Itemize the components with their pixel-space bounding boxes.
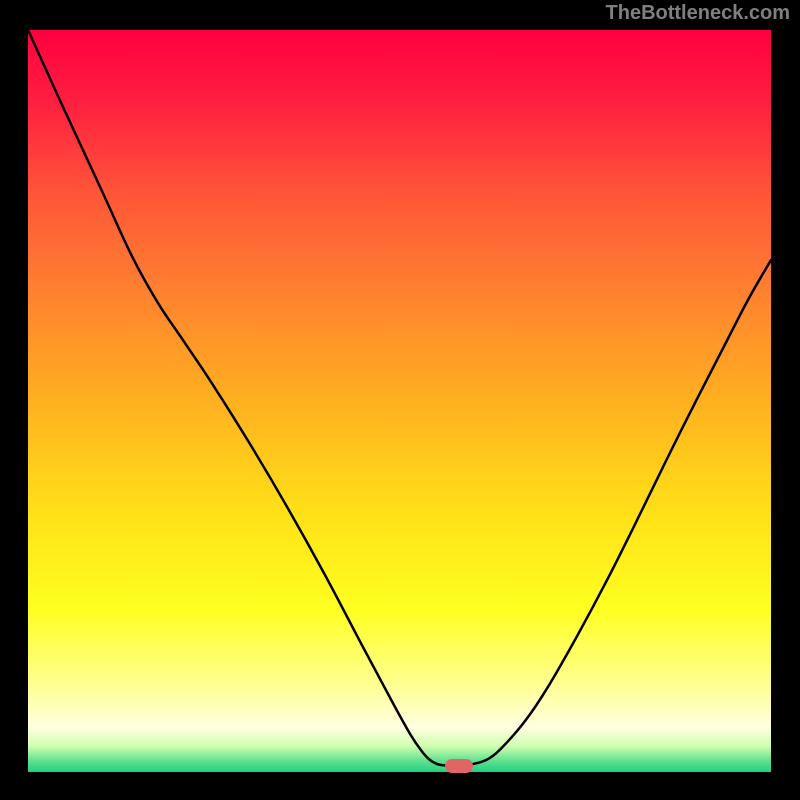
bottleneck-curve: [28, 30, 771, 766]
curve-layer: [28, 30, 771, 772]
chart-frame: TheBottleneck.com: [0, 0, 800, 800]
optimal-marker: [445, 759, 473, 772]
plot-area: [28, 30, 771, 772]
watermark-text: TheBottleneck.com: [606, 2, 790, 25]
